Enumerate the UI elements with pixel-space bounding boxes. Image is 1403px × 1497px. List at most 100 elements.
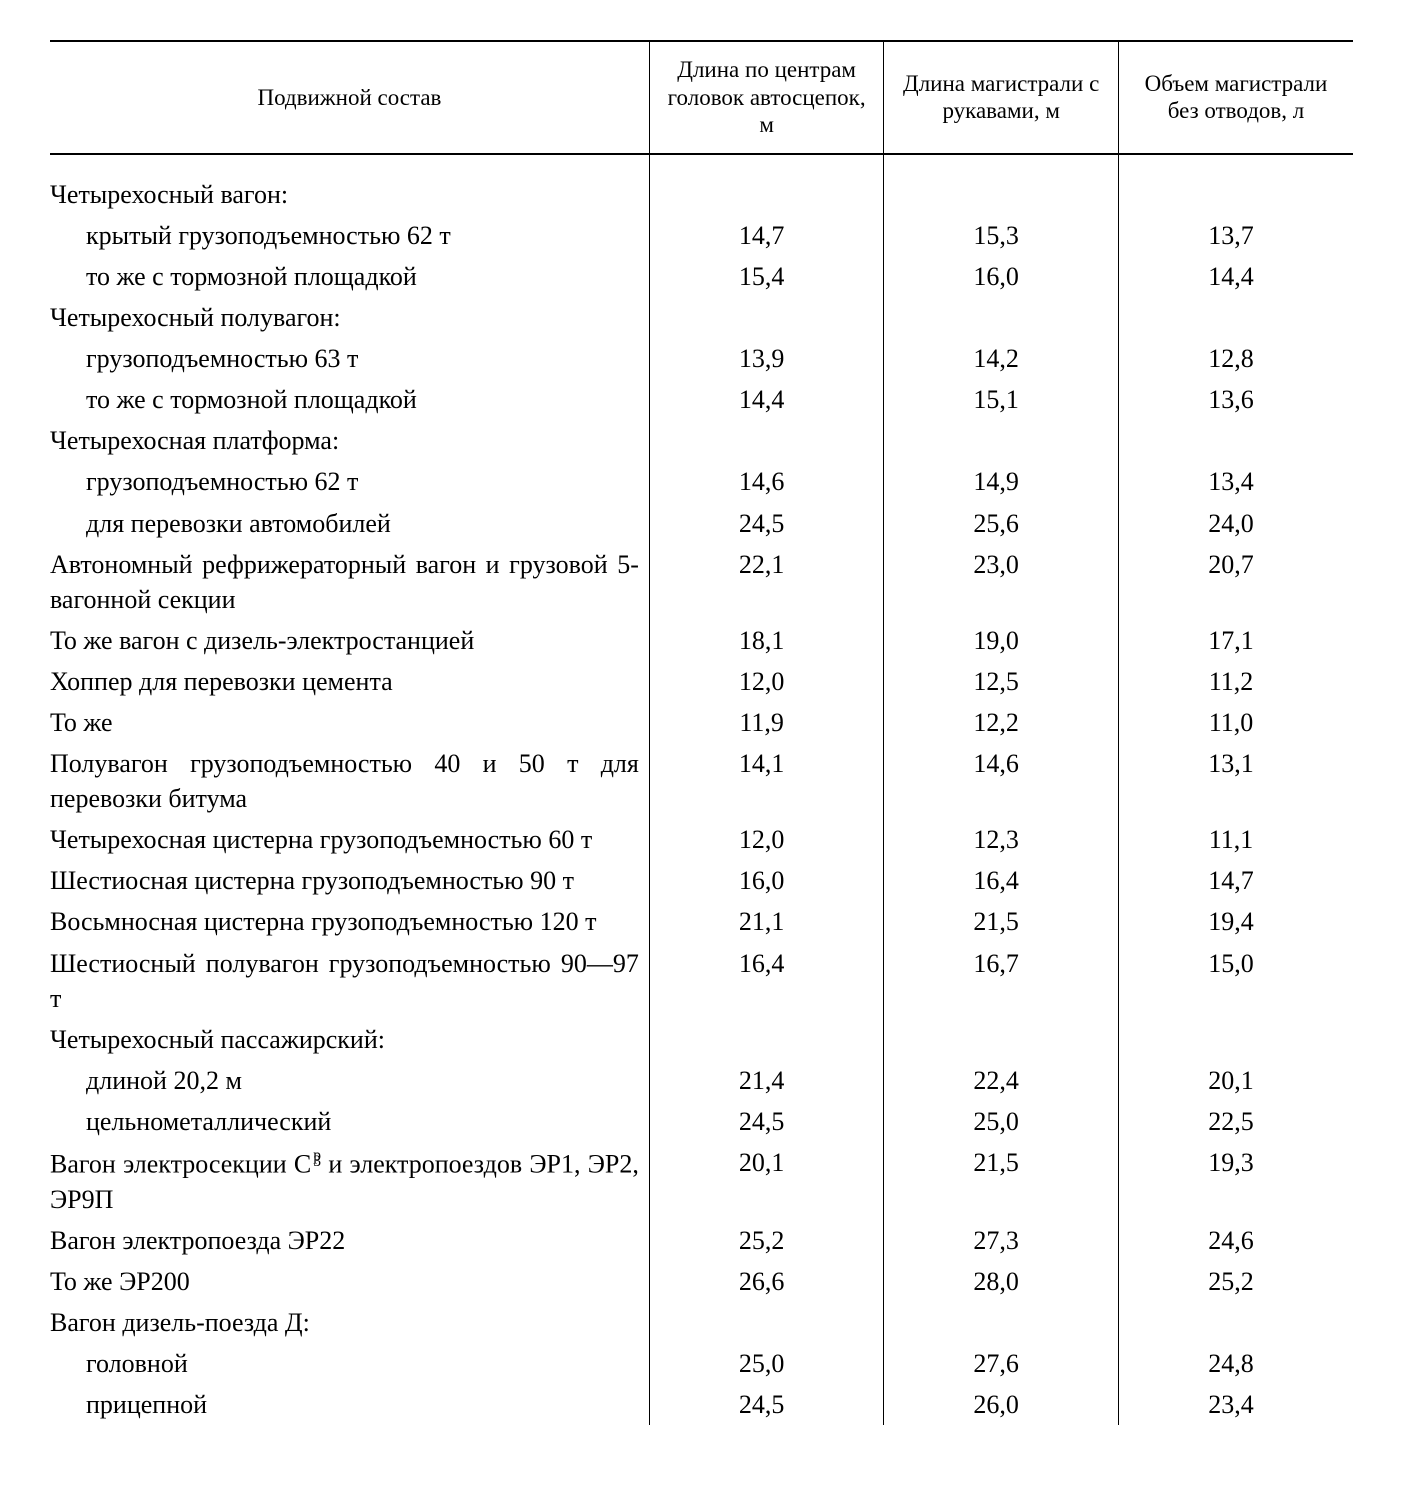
row-value-volume — [1118, 1302, 1353, 1343]
row-value-length-heads — [649, 420, 884, 461]
row-value-length-heads: 25,2 — [649, 1220, 884, 1261]
row-label: Хоппер для перевозки цемента — [50, 661, 649, 702]
row-value-length-heads: 24,5 — [649, 503, 884, 544]
row-label: прицепной — [50, 1384, 649, 1425]
row-value-volume — [1118, 420, 1353, 461]
row-value-length-heads: 21,4 — [649, 1060, 884, 1101]
table-header-row: Подвижной состав Длина по центрам голово… — [50, 41, 1353, 154]
row-value-length-main: 12,5 — [884, 661, 1119, 702]
row-value-length-heads — [649, 297, 884, 338]
row-label: для перевозки автомобилей — [50, 503, 649, 544]
table-row: Вагон электросекции Ср3 и электропоез­до… — [50, 1142, 1353, 1220]
row-value-length-main: 15,3 — [884, 215, 1119, 256]
row-value-volume: 14,7 — [1118, 860, 1353, 901]
table-row: Шестиосный полувагон грузоподъем­ностью … — [50, 943, 1353, 1019]
column-header-rolling-stock: Подвижной состав — [50, 41, 649, 154]
row-value-length-heads: 24,5 — [649, 1384, 884, 1425]
row-value-length-main: 16,0 — [884, 256, 1119, 297]
row-label: Четырехосная цистерна грузоподъем­ностью… — [50, 819, 649, 860]
table-row: грузоподъемностью 62 т14,614,913,4 — [50, 461, 1353, 502]
row-label: Четырехосная платформа: — [50, 420, 649, 461]
row-value-length-main — [884, 1302, 1119, 1343]
table-row: Четырехосный полувагон: — [50, 297, 1353, 338]
row-value-volume: 23,4 — [1118, 1384, 1353, 1425]
row-value-length-main — [884, 1019, 1119, 1060]
column-header-length-heads: Длина по центрам головок автосце­пок, м — [649, 41, 884, 154]
row-value-length-main: 21,5 — [884, 901, 1119, 942]
row-label: Автономный рефрижераторный вагон и грузо… — [50, 544, 649, 620]
row-value-length-main: 19,0 — [884, 620, 1119, 661]
row-label: грузоподъемностью 62 т — [50, 461, 649, 502]
row-value-volume: 11,1 — [1118, 819, 1353, 860]
row-value-volume: 24,0 — [1118, 503, 1353, 544]
table-row: Четырехосный вагон: — [50, 174, 1353, 215]
table-row: Четырехосная платформа: — [50, 420, 1353, 461]
row-value-length-heads: 14,4 — [649, 379, 884, 420]
row-label: Восьмносная цистерна грузоподъем­ностью … — [50, 901, 649, 942]
row-label: Шестиосный полувагон грузоподъем­ностью … — [50, 943, 649, 1019]
row-value-volume: 19,3 — [1118, 1142, 1353, 1220]
row-value-volume: 14,4 — [1118, 256, 1353, 297]
table-row: Вагон электропоезда ЭР2225,227,324,6 — [50, 1220, 1353, 1261]
spacer-row — [50, 154, 1353, 174]
row-value-length-heads: 16,0 — [649, 860, 884, 901]
row-value-length-heads: 25,0 — [649, 1343, 884, 1384]
row-label: крытый грузоподъемностью 62 т — [50, 215, 649, 256]
row-value-volume: 13,6 — [1118, 379, 1353, 420]
row-value-length-main — [884, 420, 1119, 461]
row-value-length-heads — [649, 1302, 884, 1343]
row-value-length-main: 25,0 — [884, 1101, 1119, 1142]
row-value-length-main: 16,4 — [884, 860, 1119, 901]
table-row: то же с тормозной площадкой15,416,014,4 — [50, 256, 1353, 297]
row-value-length-main: 22,4 — [884, 1060, 1119, 1101]
table-row: Четырехосная цистерна грузоподъем­ностью… — [50, 819, 1353, 860]
row-value-length-main: 26,0 — [884, 1384, 1119, 1425]
row-value-volume: 13,7 — [1118, 215, 1353, 256]
table-row: Шестиосная цистерна грузоподъемно­стью 9… — [50, 860, 1353, 901]
table-row: то же с тормозной площадкой14,415,113,6 — [50, 379, 1353, 420]
row-label: цельнометаллический — [50, 1101, 649, 1142]
row-label: То же — [50, 702, 649, 743]
row-value-length-heads: 15,4 — [649, 256, 884, 297]
row-value-length-heads: 22,1 — [649, 544, 884, 620]
table-row: грузоподъемностью 63 т13,914,212,8 — [50, 338, 1353, 379]
table-row: цельнометаллический24,525,022,5 — [50, 1101, 1353, 1142]
table-row: То же ЭР20026,628,025,2 — [50, 1261, 1353, 1302]
row-label: Четырехосный вагон: — [50, 174, 649, 215]
row-value-volume: 20,1 — [1118, 1060, 1353, 1101]
row-value-length-heads: 11,9 — [649, 702, 884, 743]
row-value-length-main: 21,5 — [884, 1142, 1119, 1220]
row-label: Четырехосный полувагон: — [50, 297, 649, 338]
row-value-length-main: 28,0 — [884, 1261, 1119, 1302]
row-value-length-heads — [649, 1019, 884, 1060]
row-value-length-heads: 14,7 — [649, 215, 884, 256]
row-value-length-heads: 18,1 — [649, 620, 884, 661]
row-value-length-heads: 12,0 — [649, 819, 884, 860]
table-row: Восьмносная цистерна грузоподъем­ностью … — [50, 901, 1353, 942]
row-value-length-heads: 20,1 — [649, 1142, 884, 1220]
row-value-volume: 20,7 — [1118, 544, 1353, 620]
row-value-length-heads: 14,1 — [649, 743, 884, 819]
row-value-length-main: 25,6 — [884, 503, 1119, 544]
row-value-length-heads — [649, 174, 884, 215]
row-value-length-main: 12,2 — [884, 702, 1119, 743]
row-value-length-heads: 21,1 — [649, 901, 884, 942]
row-value-volume: 13,1 — [1118, 743, 1353, 819]
row-label: Полувагон грузоподъемностью 40 и 50 т дл… — [50, 743, 649, 819]
row-value-length-main: 16,7 — [884, 943, 1119, 1019]
table-row: прицепной24,526,023,4 — [50, 1384, 1353, 1425]
row-value-length-main: 14,6 — [884, 743, 1119, 819]
row-value-volume: 25,2 — [1118, 1261, 1353, 1302]
row-value-volume: 17,1 — [1118, 620, 1353, 661]
row-value-length-main: 27,6 — [884, 1343, 1119, 1384]
row-value-volume — [1118, 174, 1353, 215]
row-label: то же с тормозной площадкой — [50, 256, 649, 297]
row-value-length-heads: 16,4 — [649, 943, 884, 1019]
table-row: Автономный рефрижераторный вагон и грузо… — [50, 544, 1353, 620]
row-value-length-main: 12,3 — [884, 819, 1119, 860]
row-value-length-main — [884, 174, 1119, 215]
rolling-stock-table: Подвижной состав Длина по центрам голово… — [50, 40, 1353, 1425]
row-label: грузоподъемностью 63 т — [50, 338, 649, 379]
row-label: то же с тормозной площадкой — [50, 379, 649, 420]
row-label: длиной 20,2 м — [50, 1060, 649, 1101]
